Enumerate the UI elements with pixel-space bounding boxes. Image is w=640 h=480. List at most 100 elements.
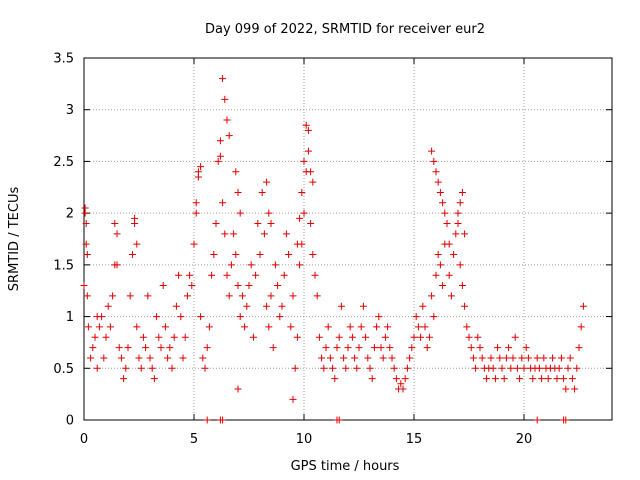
data-point	[476, 344, 484, 352]
y-tick-label: 3.5	[53, 52, 74, 67]
data-point	[436, 261, 444, 269]
data-point	[522, 344, 530, 352]
data-point	[388, 354, 396, 362]
data-point	[307, 168, 315, 176]
x-tick-label: 0	[80, 432, 88, 447]
data-point	[362, 333, 370, 341]
data-point	[533, 354, 541, 362]
data-point	[304, 147, 312, 155]
data-point	[225, 132, 233, 140]
data-point	[447, 292, 455, 300]
data-point	[210, 251, 218, 259]
data-point	[84, 323, 92, 331]
data-point	[205, 323, 213, 331]
data-point	[252, 271, 260, 279]
data-point	[370, 344, 378, 352]
data-point	[340, 354, 348, 362]
data-point	[555, 364, 563, 372]
data-point	[249, 333, 257, 341]
data-point	[278, 302, 286, 310]
data-point	[461, 302, 469, 310]
data-point	[247, 261, 255, 269]
data-point	[137, 364, 145, 372]
x-tick-label: 15	[406, 432, 423, 447]
data-point	[432, 168, 440, 176]
data-point	[562, 416, 570, 424]
data-point	[467, 344, 475, 352]
data-point	[166, 344, 174, 352]
data-point	[102, 333, 110, 341]
data-point	[280, 271, 288, 279]
data-point	[126, 292, 134, 300]
data-point	[120, 375, 128, 383]
data-point	[267, 219, 275, 227]
data-point	[329, 364, 337, 372]
data-point	[425, 333, 433, 341]
data-point	[304, 126, 312, 134]
data-point	[81, 204, 89, 212]
data-point	[568, 375, 576, 383]
data-point	[216, 137, 224, 145]
x-tick-label: 10	[296, 432, 313, 447]
data-point	[289, 395, 297, 403]
data-point	[458, 282, 466, 290]
data-point	[366, 364, 374, 372]
data-point	[377, 344, 385, 352]
data-point	[133, 240, 141, 248]
data-point	[355, 344, 363, 352]
data-point	[335, 416, 343, 424]
data-point	[234, 282, 242, 290]
data-point	[113, 261, 121, 269]
data-point	[89, 344, 97, 352]
data-point	[82, 240, 90, 248]
data-point	[348, 333, 356, 341]
data-point	[368, 375, 376, 383]
data-point	[384, 323, 392, 331]
data-point	[177, 313, 185, 321]
data-point	[421, 323, 429, 331]
data-point	[375, 313, 383, 321]
data-point	[557, 354, 565, 362]
data-point	[296, 214, 304, 222]
grid-lines	[84, 58, 612, 420]
data-point	[293, 240, 301, 248]
data-point	[410, 333, 418, 341]
data-point	[223, 116, 231, 124]
axis-ticks: 0 0.5 1 1.5 2 2.5 3 3.5 0 5 10 15 20	[53, 52, 612, 447]
data-point	[414, 323, 422, 331]
data-point	[164, 354, 172, 362]
data-point	[93, 313, 101, 321]
data-point	[254, 219, 262, 227]
data-point	[91, 333, 99, 341]
data-point	[300, 157, 308, 165]
data-point	[302, 121, 310, 129]
data-point	[282, 230, 290, 238]
data-point	[159, 282, 167, 290]
data-point	[236, 313, 244, 321]
data-point	[549, 354, 557, 362]
data-point	[80, 282, 88, 290]
data-point	[472, 364, 480, 372]
data-point	[111, 219, 119, 227]
data-point	[230, 230, 238, 238]
data-point	[265, 323, 273, 331]
data-point	[408, 344, 416, 352]
data-point	[216, 152, 224, 160]
data-point	[203, 344, 211, 352]
y-tick-label: 0	[66, 414, 74, 429]
data-point	[456, 199, 464, 207]
data-point	[399, 385, 407, 393]
data-point	[186, 271, 194, 279]
data-point	[128, 251, 136, 259]
data-point	[439, 282, 447, 290]
data-point	[221, 230, 229, 238]
data-point	[234, 385, 242, 393]
data-point	[265, 209, 273, 217]
data-point	[221, 95, 229, 103]
data-point	[326, 354, 334, 362]
data-point	[263, 178, 271, 186]
data-point	[192, 209, 200, 217]
data-point	[170, 333, 178, 341]
data-point	[313, 292, 321, 300]
